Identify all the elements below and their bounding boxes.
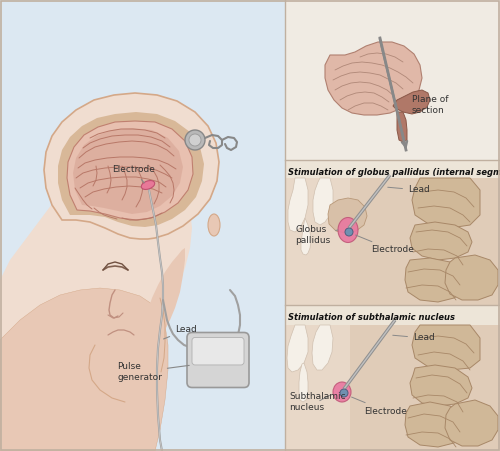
- Polygon shape: [285, 178, 350, 305]
- Ellipse shape: [142, 180, 154, 189]
- Polygon shape: [410, 365, 472, 406]
- Polygon shape: [397, 112, 407, 142]
- Polygon shape: [410, 222, 472, 260]
- Polygon shape: [350, 325, 500, 451]
- Polygon shape: [299, 363, 308, 402]
- Polygon shape: [445, 400, 498, 446]
- Ellipse shape: [208, 214, 220, 236]
- Text: Electrode: Electrode: [112, 166, 155, 183]
- Text: Plane of
section: Plane of section: [412, 95, 449, 115]
- Text: Electrode: Electrode: [352, 397, 407, 415]
- FancyBboxPatch shape: [192, 337, 244, 365]
- Polygon shape: [301, 218, 311, 255]
- Polygon shape: [44, 93, 219, 239]
- Polygon shape: [0, 165, 192, 451]
- Polygon shape: [445, 255, 498, 300]
- Polygon shape: [285, 305, 500, 451]
- Circle shape: [185, 130, 205, 150]
- Polygon shape: [412, 178, 480, 228]
- Circle shape: [340, 389, 348, 397]
- Ellipse shape: [338, 217, 358, 243]
- Polygon shape: [288, 178, 308, 232]
- Polygon shape: [67, 121, 193, 220]
- Text: Lead: Lead: [388, 185, 430, 194]
- Polygon shape: [285, 0, 500, 160]
- Text: Lead: Lead: [164, 326, 197, 339]
- Circle shape: [345, 228, 353, 236]
- Polygon shape: [325, 42, 422, 115]
- Polygon shape: [350, 178, 500, 305]
- Polygon shape: [0, 0, 285, 451]
- Circle shape: [189, 134, 201, 146]
- Text: Stimulation of globus pallidus (internal segment): Stimulation of globus pallidus (internal…: [288, 168, 500, 177]
- Text: Electrode: Electrode: [356, 235, 414, 254]
- Polygon shape: [73, 128, 183, 214]
- Polygon shape: [285, 325, 350, 451]
- Text: Lead: Lead: [393, 333, 435, 342]
- Polygon shape: [312, 325, 333, 370]
- Polygon shape: [313, 178, 333, 225]
- Polygon shape: [405, 402, 470, 447]
- Polygon shape: [0, 288, 168, 451]
- Polygon shape: [405, 258, 470, 302]
- Polygon shape: [328, 198, 367, 233]
- FancyBboxPatch shape: [187, 332, 249, 387]
- Text: Subthalamic
nucleus: Subthalamic nucleus: [289, 392, 346, 412]
- Text: Stimulation of subthalamic nucleus: Stimulation of subthalamic nucleus: [288, 313, 455, 322]
- Polygon shape: [412, 325, 480, 370]
- Polygon shape: [285, 160, 500, 305]
- Text: Globus
pallidus: Globus pallidus: [295, 226, 338, 245]
- Ellipse shape: [333, 382, 351, 402]
- Polygon shape: [142, 248, 185, 345]
- Polygon shape: [393, 90, 430, 114]
- Text: Pulse
generator: Pulse generator: [117, 362, 189, 382]
- Polygon shape: [58, 112, 204, 227]
- Polygon shape: [287, 325, 308, 372]
